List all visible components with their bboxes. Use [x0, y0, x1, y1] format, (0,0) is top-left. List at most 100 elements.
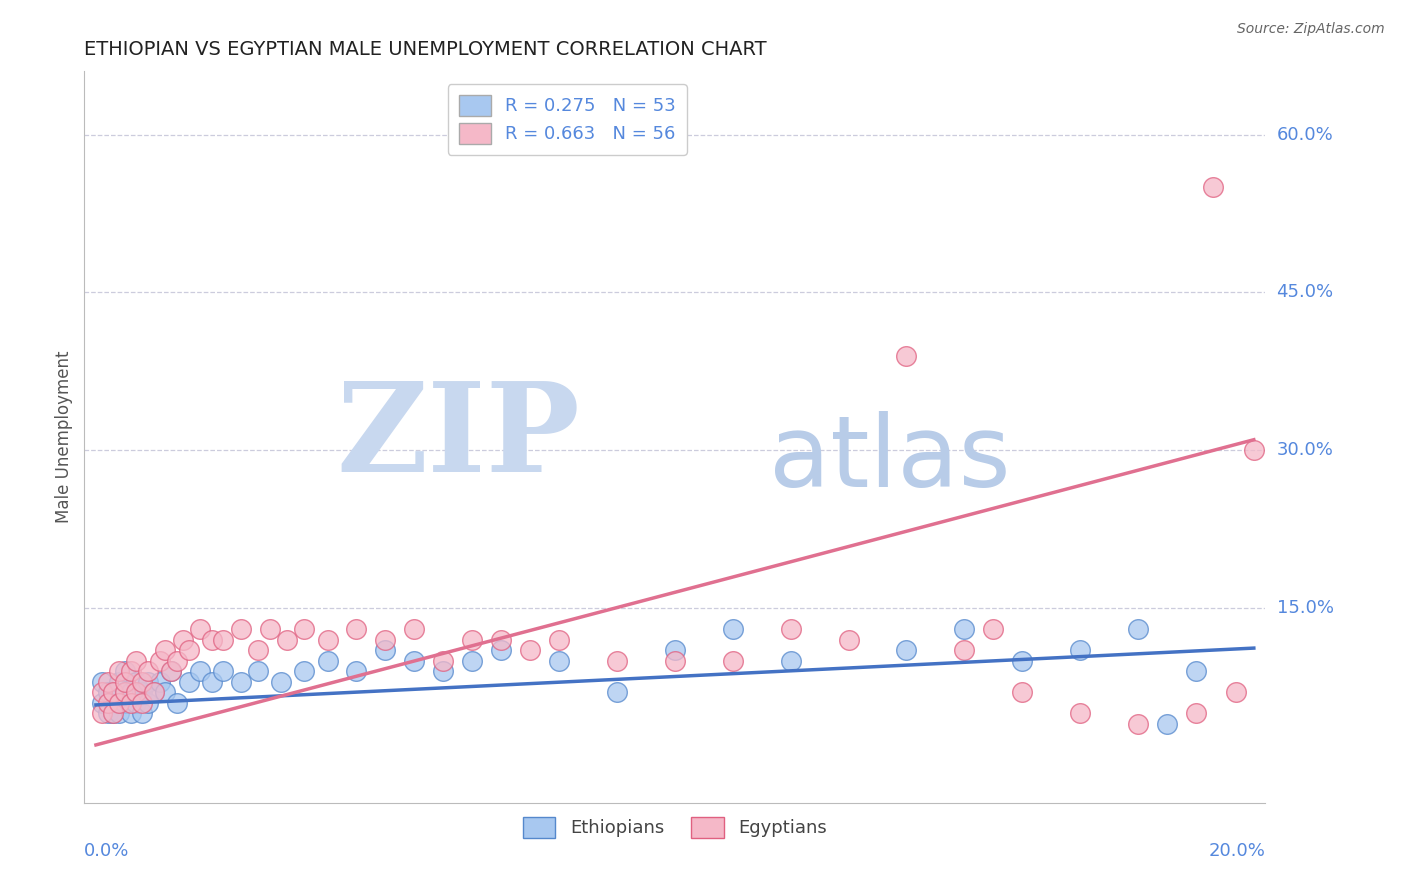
Point [316, 654, 339, 668]
Point [136, 696, 159, 710]
Point [664, 654, 686, 668]
Point [90, 674, 112, 689]
Point [247, 643, 270, 657]
Point [188, 665, 211, 679]
Point [1202, 180, 1225, 194]
Point [131, 685, 153, 699]
Point [149, 654, 172, 668]
Text: 60.0%: 60.0% [1277, 126, 1333, 144]
Point [103, 696, 125, 710]
Point [155, 685, 177, 699]
Point [108, 696, 131, 710]
Point [548, 654, 571, 668]
Point [1126, 622, 1149, 636]
Point [125, 685, 148, 699]
Point [131, 696, 153, 710]
Point [229, 622, 252, 636]
Point [125, 654, 148, 668]
Point [172, 632, 194, 647]
Point [664, 643, 686, 657]
Point [212, 665, 235, 679]
Point [142, 685, 165, 699]
Point [149, 674, 172, 689]
Point [125, 674, 148, 689]
Point [896, 643, 918, 657]
Point [1069, 706, 1091, 721]
Point [120, 685, 142, 699]
Point [1011, 654, 1033, 668]
Point [276, 632, 298, 647]
Text: 45.0%: 45.0% [1277, 284, 1334, 301]
Point [103, 685, 125, 699]
Point [125, 696, 148, 710]
Point [120, 706, 142, 721]
Point [374, 632, 396, 647]
Point [1185, 706, 1208, 721]
Point [721, 622, 744, 636]
Point [188, 622, 211, 636]
Text: 30.0%: 30.0% [1277, 442, 1333, 459]
Point [160, 665, 183, 679]
Point [404, 654, 426, 668]
Point [1225, 685, 1247, 699]
Point [136, 665, 159, 679]
Text: ETHIOPIAN VS EGYPTIAN MALE UNEMPLOYMENT CORRELATION CHART: ETHIOPIAN VS EGYPTIAN MALE UNEMPLOYMENT … [84, 39, 768, 59]
Point [96, 696, 118, 710]
Point [177, 674, 200, 689]
Point [779, 622, 801, 636]
Point [103, 706, 125, 721]
Point [519, 643, 541, 657]
Point [142, 685, 165, 699]
Legend: Ethiopians, Egyptians: Ethiopians, Egyptians [516, 810, 834, 845]
Point [606, 654, 628, 668]
Point [432, 665, 454, 679]
Point [114, 685, 136, 699]
Point [461, 654, 484, 668]
Point [201, 632, 224, 647]
Point [606, 685, 628, 699]
Point [108, 696, 131, 710]
Point [838, 632, 860, 647]
Text: atlas: atlas [769, 410, 1011, 508]
Point [201, 674, 224, 689]
Y-axis label: Male Unemployment: Male Unemployment [55, 351, 73, 524]
Point [404, 622, 426, 636]
Point [292, 622, 315, 636]
Point [136, 674, 159, 689]
Point [247, 665, 270, 679]
Point [108, 665, 131, 679]
Point [90, 685, 112, 699]
Text: 0.0%: 0.0% [84, 842, 129, 860]
Point [981, 622, 1004, 636]
Point [120, 696, 142, 710]
Point [1243, 443, 1265, 458]
Point [120, 665, 142, 679]
Point [166, 654, 188, 668]
Point [108, 706, 131, 721]
Text: 15.0%: 15.0% [1277, 599, 1333, 617]
Point [779, 654, 801, 668]
Point [177, 643, 200, 657]
Point [131, 674, 153, 689]
Point [489, 632, 512, 647]
Text: Source: ZipAtlas.com: Source: ZipAtlas.com [1237, 22, 1385, 37]
Point [229, 674, 252, 689]
Point [953, 622, 976, 636]
Point [155, 643, 177, 657]
Point [96, 674, 118, 689]
Point [114, 685, 136, 699]
Text: ZIP: ZIP [336, 376, 581, 498]
Point [896, 349, 918, 363]
Point [489, 643, 512, 657]
Point [96, 685, 118, 699]
Point [131, 706, 153, 721]
Point [432, 654, 454, 668]
Point [114, 696, 136, 710]
Point [90, 706, 112, 721]
Point [374, 643, 396, 657]
Point [166, 696, 188, 710]
Point [953, 643, 976, 657]
Point [461, 632, 484, 647]
Point [292, 665, 315, 679]
Point [90, 696, 112, 710]
